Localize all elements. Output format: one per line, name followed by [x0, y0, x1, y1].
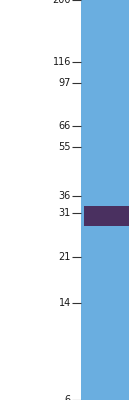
FancyBboxPatch shape: [81, 0, 129, 400]
Text: 200: 200: [53, 0, 71, 5]
Text: 66: 66: [59, 122, 71, 132]
Bar: [84, 206, 129, 226]
Text: 21: 21: [59, 252, 71, 262]
Text: 6: 6: [65, 395, 71, 400]
Text: 31: 31: [59, 208, 71, 218]
Text: 14: 14: [59, 298, 71, 308]
Text: 36: 36: [59, 191, 71, 201]
Text: 97: 97: [59, 78, 71, 88]
Text: 55: 55: [58, 142, 71, 152]
Text: 116: 116: [53, 57, 71, 67]
